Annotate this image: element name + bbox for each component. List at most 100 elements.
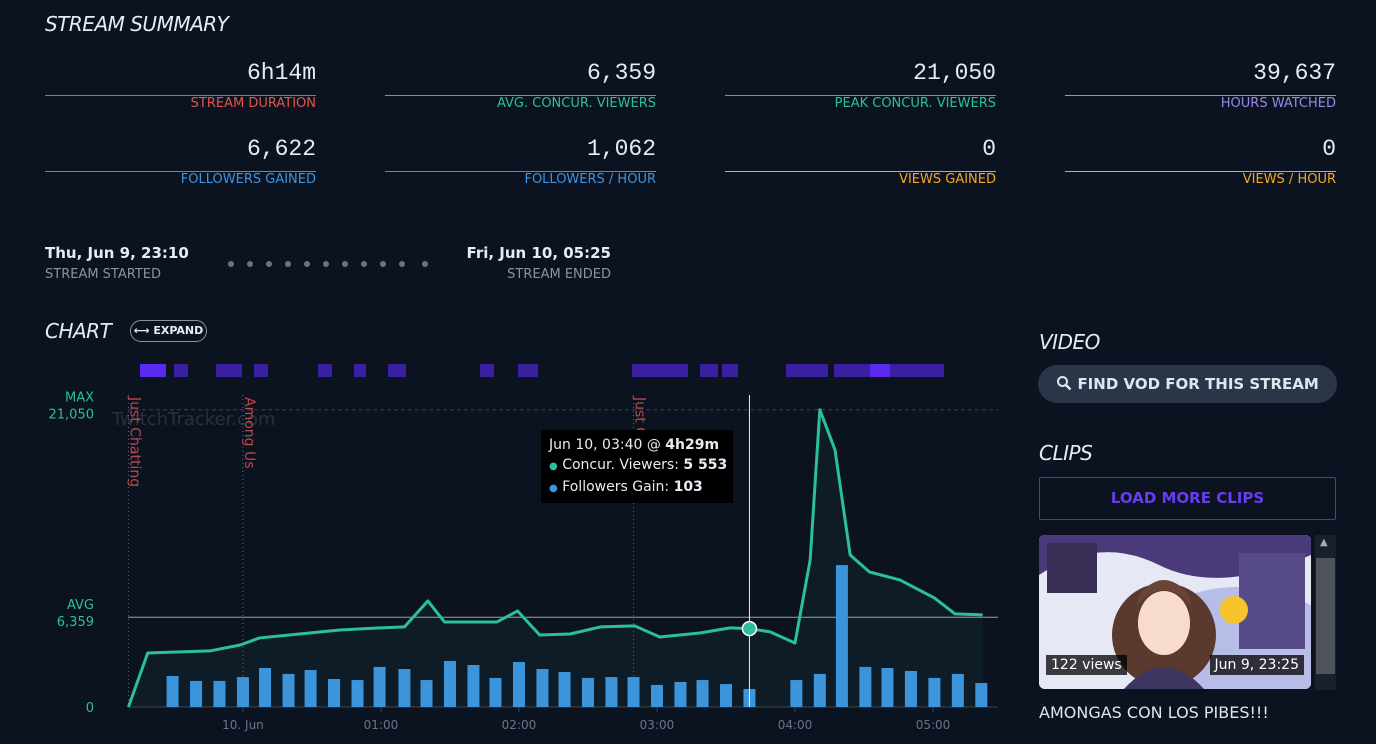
scrollbar-thumb[interactable] [1316, 558, 1335, 674]
bar [213, 680, 226, 707]
x-tick-label: 03:00 [640, 718, 675, 732]
bar [790, 680, 803, 707]
y-tick-label: 0 [86, 701, 94, 716]
tooltip-value: 103 [673, 479, 703, 495]
bar [304, 670, 317, 707]
bar [467, 665, 480, 707]
stat-rule [45, 171, 316, 172]
bar [512, 662, 525, 707]
stat-label: FOLLOWERS / HOUR [524, 172, 656, 187]
bar [813, 673, 826, 707]
stat-rule [385, 95, 656, 96]
stat-rule [1065, 95, 1336, 96]
bar [443, 660, 456, 707]
stat-value: 21,050 [913, 60, 996, 86]
end-date: Fri, Jun 10, 05:25 [466, 244, 611, 262]
stat-rule [45, 95, 316, 96]
annotation-label: Just Chatting [126, 396, 142, 487]
tooltip-row: ● Concur. Viewers: 5 553 [549, 455, 728, 477]
tooltip-row: ● Followers Gain: 103 [549, 477, 725, 499]
x-tick-label: 01:00 [364, 718, 399, 732]
stat-label: VIEWS GAINED [899, 172, 996, 187]
watermark: TwitchTracker.com [111, 409, 276, 430]
bar [398, 669, 411, 707]
tooltip-dot: ● [549, 461, 558, 472]
expand-button[interactable]: ⟷ EXPAND [130, 320, 207, 342]
series-line [127, 408, 983, 708]
bar [536, 669, 549, 707]
stat-value: 39,637 [1253, 60, 1336, 86]
bar [951, 673, 964, 707]
start-date: Thu, Jun 9, 23:10 [45, 244, 189, 262]
timeline-dots [228, 261, 428, 267]
x-tick-label: 02:00 [502, 718, 537, 732]
bar [373, 666, 386, 707]
stat-label: FOLLOWERS GAINED [180, 172, 316, 187]
bar [259, 667, 272, 707]
bar [236, 677, 249, 707]
expand-label: EXPAND [153, 324, 204, 337]
bar [975, 683, 988, 707]
x-tick-label: 10. Jun [222, 718, 264, 732]
bar [835, 565, 848, 707]
clip-date: Jun 9, 23:25 [1209, 655, 1304, 675]
bar [928, 677, 941, 707]
bar [881, 667, 894, 707]
stat-rule [725, 95, 996, 96]
bar [420, 680, 433, 707]
stat-value: 6,359 [586, 60, 656, 86]
tooltip-label: Followers Gain: [562, 479, 670, 495]
bar [674, 681, 687, 707]
tooltip-label: Concur. Viewers: [562, 457, 679, 473]
bar [650, 684, 663, 707]
bar [328, 679, 341, 707]
scroll-up[interactable]: ▲ [1320, 537, 1328, 548]
reference-label: 6,359 [57, 615, 94, 630]
stat-value: 1,062 [586, 136, 656, 162]
chart-title: CHART [45, 319, 112, 343]
clip-thumbnail[interactable]: 122 views Jun 9, 23:25 [1039, 535, 1311, 689]
stat-label: VIEWS / HOUR [1242, 172, 1336, 187]
bar [282, 673, 295, 707]
stat-value: 0 [1322, 136, 1336, 162]
end-label: STREAM ENDED [507, 267, 611, 282]
bar [904, 670, 917, 707]
hover-point [741, 620, 758, 637]
clip-views: 122 views [1046, 655, 1127, 675]
bar [581, 677, 594, 707]
bar [351, 680, 364, 707]
stat-label: STREAM DURATION [190, 96, 316, 111]
stat-value: 6,622 [246, 136, 316, 162]
annotation-label: Among Us [241, 397, 257, 469]
stat-value: 6h14m [246, 60, 316, 86]
tooltip-value: 5 553 [683, 457, 728, 473]
bar [719, 684, 732, 707]
stat-rule [385, 171, 656, 172]
reference-name: MAX [65, 391, 94, 406]
bar [558, 672, 571, 707]
clip-title: AMONGAS CON LOS PIBES!!! [1039, 703, 1269, 722]
find-vod-label: FIND VOD FOR THIS STREAM [1077, 375, 1319, 393]
x-tick-label: 04:00 [778, 718, 813, 732]
bar [166, 676, 179, 707]
find-vod-button[interactable]: FIND VOD FOR THIS STREAM [1038, 365, 1337, 403]
reference-name: AVG [67, 598, 94, 613]
stat-rule [1065, 171, 1336, 172]
video-title: VIDEO [1039, 330, 1100, 354]
scrollbar[interactable]: ▲ [1315, 535, 1336, 690]
stat-label: AVG. CONCUR. VIEWERS [496, 96, 656, 111]
bar [605, 677, 618, 707]
reference-label: 21,050 [49, 408, 95, 423]
clips-title: CLIPS [1039, 441, 1093, 465]
tooltip: Jun 10, 03:40 @ 4h29m ● Concur. Viewers:… [541, 430, 733, 503]
tooltip-dot: ● [549, 483, 558, 494]
load-more-button[interactable]: LOAD MORE CLIPS [1039, 477, 1336, 520]
x-tick-label: 05:00 [916, 718, 951, 732]
activity-strip [140, 364, 944, 377]
summary-title: STREAM SUMMARY [45, 12, 229, 36]
bar [627, 677, 640, 707]
bar [190, 680, 203, 707]
stat-value: 0 [982, 136, 996, 162]
tooltip-title: Jun 10, 03:40 @ 4h29m [549, 435, 725, 455]
